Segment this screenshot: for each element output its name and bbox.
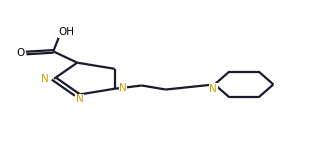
Text: N: N xyxy=(119,83,127,93)
Text: N: N xyxy=(41,74,49,84)
Text: O: O xyxy=(16,48,24,58)
Text: N: N xyxy=(76,94,84,104)
Text: OH: OH xyxy=(59,27,75,37)
Text: N: N xyxy=(210,84,217,94)
